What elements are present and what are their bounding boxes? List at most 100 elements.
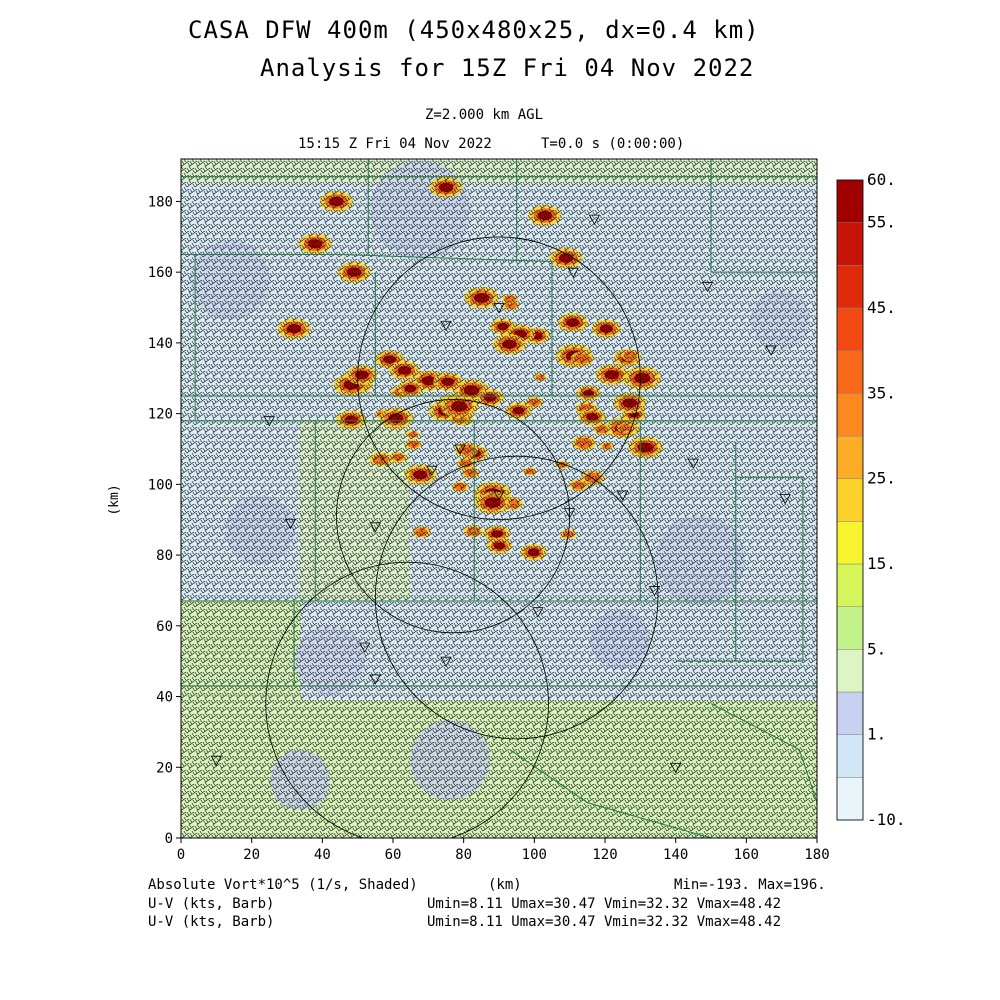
colorbar-segment — [836, 265, 864, 309]
y-axis: 0 20 40 60 80 100 120 140 160 180 — [148, 194, 181, 847]
radar-markers — [210, 214, 791, 774]
x-tick-label: 0 — [177, 847, 185, 863]
vorticity-cell-core — [584, 472, 601, 484]
vorticity-cell-core — [602, 443, 612, 450]
vorticity-band — [181, 600, 301, 700]
colorbar-segment — [836, 393, 864, 437]
colorbar-label: 45. — [867, 298, 896, 317]
colorbar: 60. 55. 45. 35. 25. 15. 5. 1. -10. — [836, 170, 906, 829]
footer-stats-2: Umin=8.11 Umax=30.47 Vmin=32.32 Vmax=48.… — [427, 914, 782, 930]
vorticity-cell-max — [383, 355, 397, 364]
vorticity-cell-max — [441, 377, 455, 386]
footer-minmax: Min=-193. Max=196. — [674, 877, 826, 893]
radar-marker — [426, 465, 438, 477]
footer-barb-2: U-V (kts, Barb) — [148, 914, 275, 930]
colorbar-segment — [836, 563, 864, 607]
radar-range-rings — [265, 236, 659, 838]
wind-barbs — [181, 159, 817, 838]
colorbar-segment — [836, 691, 864, 735]
colorbar-segment — [836, 478, 864, 522]
vorticity-blob — [295, 625, 365, 695]
vorticity-cell-max — [491, 530, 503, 538]
colorbar-segment — [836, 521, 864, 565]
radar-marker — [701, 281, 714, 293]
colorbar-segment — [836, 606, 864, 650]
radar-range-ring — [357, 236, 641, 520]
colorbar-segment — [836, 350, 864, 394]
radar-marker — [687, 458, 700, 469]
radar-marker — [779, 494, 791, 505]
colorbar-label: 1. — [867, 725, 886, 744]
county-boundaries — [181, 159, 817, 838]
vorticity-cell-core — [574, 353, 591, 364]
chart-subtitle: Analysis for 15Z Fri 04 Nov 2022 — [260, 54, 755, 82]
level-label: Z=2.000 km AGL — [425, 107, 544, 123]
y-tick-label: 140 — [148, 336, 173, 352]
radar-marker — [454, 444, 466, 455]
vorticity-cell-core — [466, 527, 481, 536]
colorbar-segment — [836, 734, 864, 778]
county-line — [509, 749, 712, 838]
vorticity-cell-max — [344, 415, 358, 424]
colorbar-label: 25. — [867, 469, 896, 488]
colorbar-segment — [836, 307, 864, 351]
radar-marker — [369, 674, 382, 685]
colorbar-label: 5. — [867, 639, 886, 658]
radar-marker — [765, 345, 777, 356]
x-tick-label: 100 — [522, 847, 547, 863]
radar-marker — [493, 490, 505, 501]
radar-marker — [616, 490, 629, 501]
x-axis: 0 20 40 60 80 100 120 140 160 180 — [177, 838, 830, 863]
colorbar-segment — [836, 777, 864, 821]
radar-marker — [369, 522, 382, 533]
vorticity-cell-max — [346, 267, 362, 277]
y-tick-label: 0 — [165, 831, 173, 847]
time-label: 15:15 Z Fri 04 Nov 2022 — [298, 136, 492, 152]
x-tick-label: 80 — [455, 847, 472, 863]
vorticity-cell-max — [474, 292, 490, 303]
radar-range-ring — [374, 455, 659, 740]
elapsed-label: T=0.0 s (0:00:00) — [541, 136, 685, 152]
footer-stats-1: Umin=8.11 Umax=30.47 Vmin=32.32 Vmax=48.… — [427, 896, 782, 912]
radar-marker — [263, 416, 276, 427]
colorbar-segment — [836, 435, 864, 479]
colorbar-label: 55. — [867, 213, 896, 232]
vorticity-cell-max — [586, 413, 599, 421]
radar-marker — [532, 607, 544, 618]
x-tick-label: 160 — [734, 847, 759, 863]
vorticity-cell-core — [458, 444, 475, 455]
radar-marker — [588, 214, 601, 225]
y-tick-label: 40 — [156, 690, 173, 706]
x-axis-label: (km) — [488, 877, 522, 893]
x-tick-label: 120 — [592, 847, 617, 863]
radar-marker — [563, 508, 576, 519]
y-tick-label: 100 — [148, 477, 173, 493]
vorticity-cell-core — [575, 437, 593, 449]
plot-area — [181, 159, 817, 838]
colorbar-segment — [836, 222, 864, 266]
radar-marker — [493, 303, 505, 314]
vorticity-band — [300, 420, 410, 600]
chart-title: CASA DFW 400m (450x480x25, dx=0.4 km) — [188, 16, 760, 44]
x-tick-label: 20 — [243, 847, 260, 863]
radar-marker — [648, 586, 661, 597]
radar-marker — [440, 656, 452, 668]
vorticity-cell-max — [604, 370, 620, 380]
x-tick-label: 60 — [385, 847, 402, 863]
radar-marker — [440, 320, 452, 332]
y-tick-label: 180 — [148, 194, 173, 210]
radar-marker — [359, 642, 371, 653]
y-tick-label: 160 — [148, 265, 173, 281]
footer-barb-1: U-V (kts, Barb) — [148, 896, 275, 912]
y-tick-label: 120 — [148, 407, 173, 423]
colorbar-label: 15. — [867, 554, 896, 573]
x-tick-label: 180 — [804, 847, 829, 863]
colorbar-segment — [836, 649, 864, 693]
radar-marker — [284, 518, 297, 530]
radar-range-ring — [265, 561, 549, 838]
colorbar-label: 35. — [867, 383, 896, 402]
county-line — [710, 703, 817, 803]
vorticity-cell-max — [493, 542, 506, 550]
wind-barb-field — [181, 159, 817, 838]
